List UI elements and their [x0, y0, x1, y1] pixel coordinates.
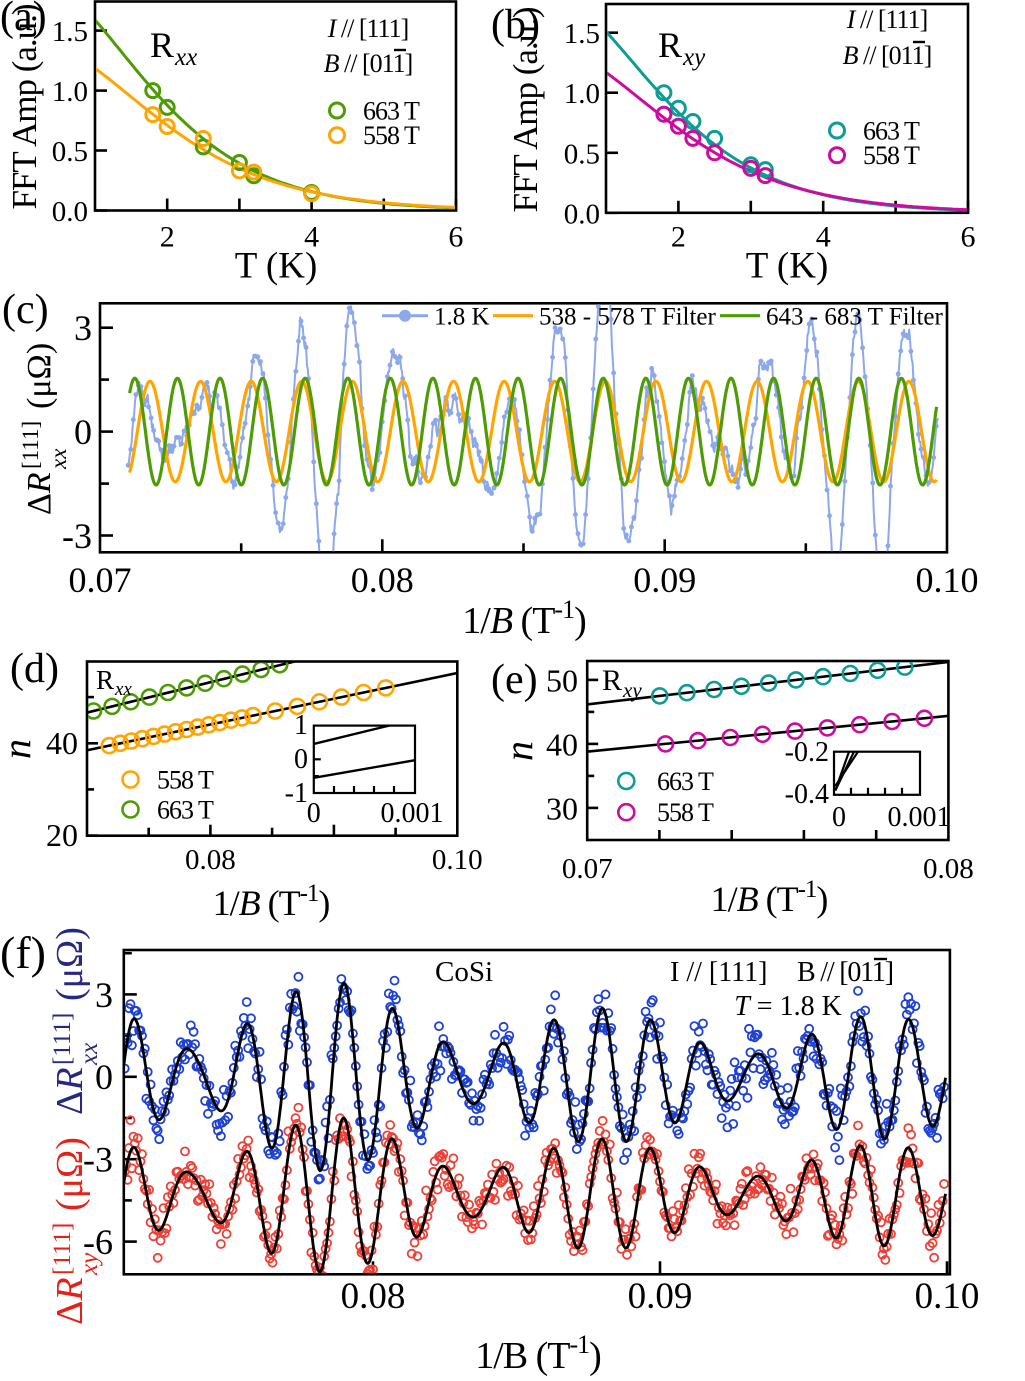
svg-text:558 T: 558 T — [657, 798, 714, 827]
svg-text:0: 0 — [74, 412, 92, 452]
svg-text:[111]: [111] — [18, 421, 43, 469]
svg-text:T = 1.8 K: T = 1.8 K — [734, 991, 842, 1022]
svg-text:I // [111]: I // [111] — [327, 14, 409, 43]
svg-text:3: 3 — [74, 308, 92, 348]
svg-text:I // [111]: I // [111] — [670, 957, 767, 988]
svg-text:0: 0 — [307, 798, 321, 829]
svg-text:xx: xx — [114, 679, 132, 700]
svg-text:-0.2: -0.2 — [785, 737, 829, 768]
svg-text:0.07: 0.07 — [562, 853, 613, 885]
svg-text:1.5: 1.5 — [564, 18, 600, 50]
svg-text:558 T: 558 T — [363, 121, 420, 150]
svg-text:FFT Amp (a.u.): FFT Amp (a.u.) — [506, 7, 545, 212]
svg-text:3: 3 — [95, 975, 113, 1015]
svg-text:(e): (e) — [491, 657, 538, 703]
svg-text:558 T: 558 T — [863, 141, 920, 170]
svg-text:(f): (f) — [0, 927, 46, 978]
svg-text:1/B (T-1): 1/B (T-1) — [213, 880, 330, 923]
svg-text:(d): (d) — [10, 646, 59, 692]
svg-text:6: 6 — [448, 221, 463, 254]
svg-text:T (K): T (K) — [235, 246, 318, 287]
svg-text:xy: xy — [76, 1252, 103, 1276]
svg-text:R: R — [150, 25, 174, 65]
svg-text:0.001: 0.001 — [888, 802, 951, 833]
svg-text:558 T: 558 T — [157, 766, 214, 795]
svg-text:663 T: 663 T — [863, 117, 920, 146]
svg-text:CoSi: CoSi — [435, 956, 493, 988]
svg-text:538 - 578 T Filter: 538 - 578 T Filter — [539, 304, 717, 331]
svg-text:FFT Amp (a.u.): FFT Amp (a.u.) — [5, 4, 44, 209]
svg-text:4: 4 — [304, 221, 319, 254]
svg-text:0.001: 0.001 — [381, 798, 444, 829]
svg-text:R: R — [96, 665, 114, 695]
svg-text:R: R — [658, 25, 682, 65]
svg-text:1.5: 1.5 — [52, 16, 88, 48]
svg-text:n: n — [0, 739, 39, 759]
svg-text:[111]: [111] — [49, 1223, 76, 1275]
svg-text:0.5: 0.5 — [52, 136, 88, 168]
svg-text:B // [011]: B // [011] — [843, 41, 932, 70]
svg-text:30: 30 — [546, 791, 578, 827]
svg-text:2: 2 — [160, 221, 175, 254]
svg-text:1.8 K: 1.8 K — [434, 304, 490, 331]
svg-text:0: 0 — [294, 744, 308, 775]
svg-text:xx: xx — [76, 1043, 103, 1066]
svg-text:663 T: 663 T — [657, 767, 714, 796]
svg-text:(μΩ): (μΩ) — [49, 927, 91, 1001]
svg-text:-6: -6 — [83, 1222, 113, 1262]
svg-text:B // [011]: B // [011] — [324, 49, 413, 78]
svg-text:[111]: [111] — [49, 1013, 76, 1065]
svg-text:xx: xx — [46, 448, 71, 470]
svg-text:40: 40 — [546, 727, 578, 763]
svg-text:0: 0 — [832, 802, 846, 833]
svg-text:0.09: 0.09 — [628, 1276, 693, 1317]
svg-text:20: 20 — [46, 817, 78, 853]
svg-text:(a): (a) — [0, 0, 47, 40]
svg-text:663 T: 663 T — [363, 97, 420, 126]
svg-text:xy: xy — [682, 44, 706, 71]
svg-text:663 T: 663 T — [157, 796, 214, 825]
svg-text:xx: xx — [174, 44, 197, 71]
svg-text:B // [011]: B // [011] — [797, 957, 893, 988]
svg-text:-1: -1 — [285, 778, 308, 809]
svg-text:1: 1 — [294, 710, 308, 741]
svg-text:0.0: 0.0 — [52, 196, 88, 228]
svg-text:0.07: 0.07 — [69, 560, 132, 600]
svg-text:1/B (T-1): 1/B (T-1) — [462, 595, 585, 642]
svg-text:0.10: 0.10 — [915, 1276, 980, 1317]
svg-text:(μΩ): (μΩ) — [21, 343, 58, 409]
svg-text:0.5: 0.5 — [564, 138, 600, 170]
svg-text:1.0: 1.0 — [52, 76, 88, 108]
svg-text:xy: xy — [622, 678, 642, 702]
svg-text:ΔR: ΔR — [49, 1067, 91, 1115]
svg-text:50: 50 — [546, 663, 578, 699]
svg-text:-3: -3 — [62, 516, 92, 556]
svg-text:-0.4: -0.4 — [785, 779, 829, 810]
svg-text:R: R — [602, 664, 622, 697]
svg-text:0.10: 0.10 — [432, 844, 483, 876]
svg-text:6: 6 — [961, 221, 976, 254]
svg-text:n: n — [496, 741, 541, 761]
svg-text:(μΩ): (μΩ) — [49, 1137, 91, 1211]
svg-text:1.0: 1.0 — [564, 78, 600, 110]
svg-text:(b): (b) — [491, 2, 540, 48]
svg-text:0.08: 0.08 — [923, 853, 974, 885]
svg-text:2: 2 — [671, 221, 686, 254]
svg-text:0.10: 0.10 — [916, 560, 979, 600]
svg-text:T (K): T (K) — [746, 246, 829, 287]
svg-text:0.0: 0.0 — [564, 198, 600, 230]
svg-text:40: 40 — [46, 725, 78, 761]
svg-text:0.08: 0.08 — [351, 560, 414, 600]
svg-text:ΔR: ΔR — [21, 472, 58, 515]
svg-text:0: 0 — [95, 1057, 113, 1097]
svg-text:-3: -3 — [83, 1140, 113, 1180]
svg-text:0.08: 0.08 — [341, 1276, 406, 1317]
svg-text:643 - 683 T Filter: 643 - 683 T Filter — [766, 304, 944, 331]
svg-text:4: 4 — [816, 221, 831, 254]
svg-text:I // [111]: I // [111] — [846, 5, 928, 34]
svg-text:ΔR: ΔR — [49, 1277, 91, 1325]
svg-text:0.08: 0.08 — [185, 844, 236, 876]
svg-text:(c): (c) — [2, 287, 49, 333]
svg-text:0.09: 0.09 — [633, 560, 696, 600]
